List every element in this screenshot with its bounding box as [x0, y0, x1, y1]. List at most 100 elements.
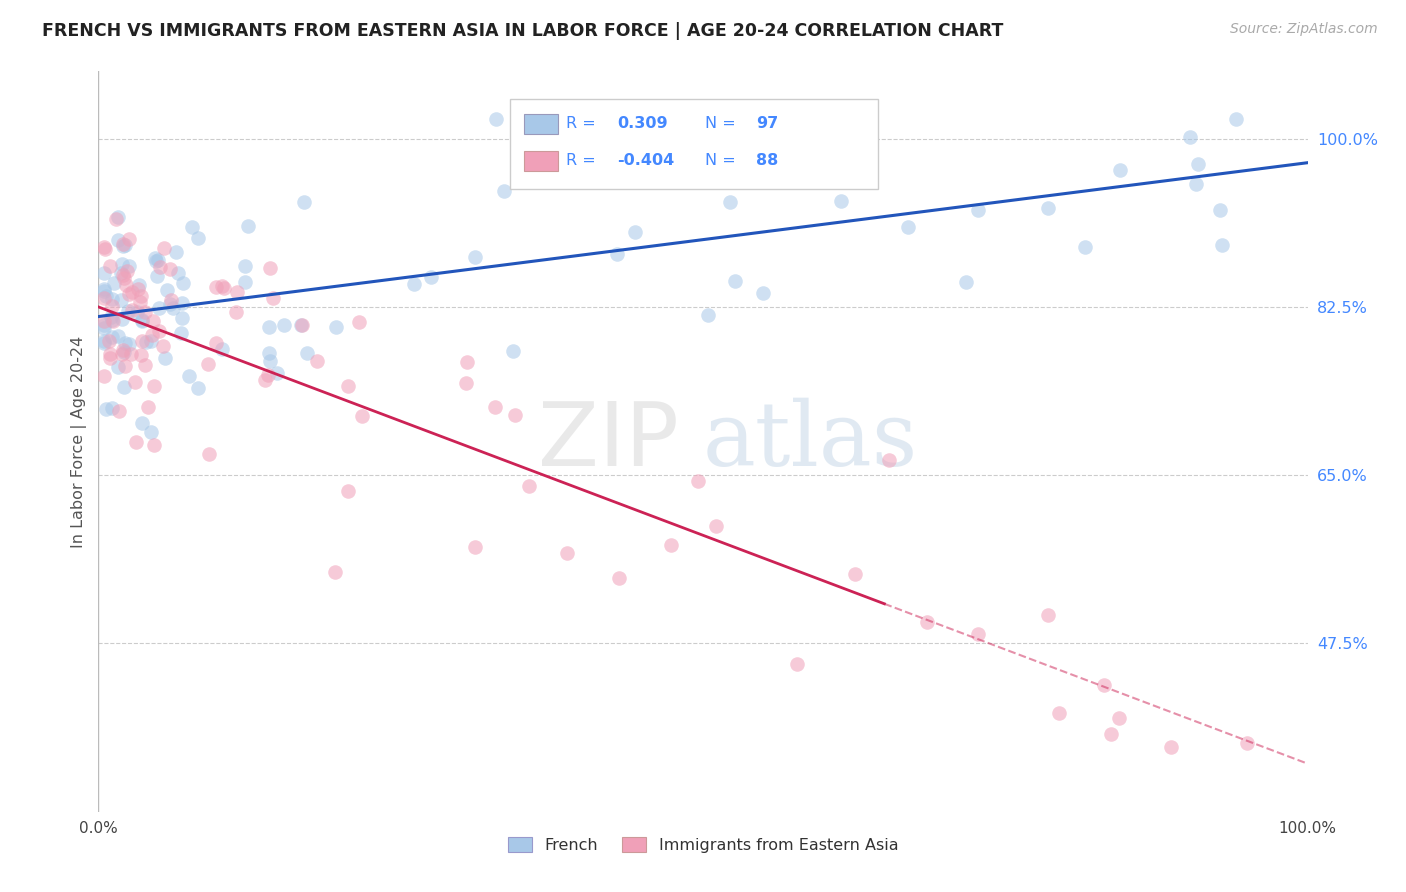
Text: Source: ZipAtlas.com: Source: ZipAtlas.com — [1230, 22, 1378, 37]
FancyBboxPatch shape — [509, 99, 879, 189]
Point — [118, 232, 141, 246]
Point — [464, 540, 486, 554]
Point — [724, 274, 747, 288]
Point — [212, 281, 235, 295]
Legend: French, Immigrants from Eastern Asia: French, Immigrants from Eastern Asia — [502, 830, 904, 859]
Point — [844, 567, 866, 582]
Point — [290, 318, 312, 333]
Point — [112, 238, 135, 252]
Point — [897, 220, 920, 235]
Y-axis label: In Labor Force | Age 20-24: In Labor Force | Age 20-24 — [72, 335, 87, 548]
Point — [659, 538, 682, 552]
Point — [104, 211, 127, 226]
Point — [1187, 157, 1209, 171]
Point — [142, 314, 165, 328]
Point — [143, 251, 166, 265]
Text: 97: 97 — [756, 116, 779, 131]
Point — [336, 484, 359, 499]
Point — [93, 291, 115, 305]
Point — [704, 519, 727, 533]
Point — [1073, 240, 1095, 254]
Point — [101, 330, 124, 344]
Point — [205, 336, 228, 351]
Point — [257, 320, 280, 334]
Point — [169, 326, 191, 340]
Point — [93, 318, 115, 332]
Point — [148, 324, 170, 338]
Point — [165, 245, 187, 260]
Point — [337, 378, 360, 392]
Point — [170, 295, 193, 310]
Point — [253, 373, 276, 387]
Point — [117, 303, 139, 318]
Point — [162, 301, 184, 315]
Point — [121, 303, 143, 318]
Point — [98, 259, 121, 273]
Point — [259, 260, 281, 275]
Text: FRENCH VS IMMIGRANTS FROM EASTERN ASIA IN LABOR FORCE | AGE 20-24 CORRELATION CH: FRENCH VS IMMIGRANTS FROM EASTERN ASIA I… — [42, 22, 1004, 40]
Point — [557, 546, 579, 560]
Text: 88: 88 — [756, 153, 779, 168]
Point — [225, 304, 247, 318]
Point — [93, 321, 115, 335]
Point — [204, 279, 226, 293]
Point — [100, 292, 122, 306]
Point — [172, 310, 194, 325]
Point — [135, 335, 157, 350]
Point — [117, 336, 139, 351]
Point — [1108, 711, 1130, 725]
Point — [347, 315, 370, 329]
Point — [98, 334, 121, 349]
Point — [127, 305, 149, 319]
Point — [502, 343, 524, 358]
Text: R =: R = — [567, 116, 602, 131]
Point — [110, 293, 132, 307]
Point — [198, 448, 221, 462]
Point — [1236, 736, 1258, 750]
Point — [1092, 678, 1115, 692]
Point — [752, 286, 775, 301]
Point — [127, 282, 149, 296]
Point — [94, 402, 117, 417]
Point — [139, 334, 162, 348]
Point — [110, 266, 132, 280]
Point — [112, 270, 135, 285]
Point — [606, 247, 628, 261]
Point — [1178, 129, 1201, 144]
Text: ZIP: ZIP — [538, 398, 679, 485]
Point — [211, 342, 233, 356]
Point — [236, 219, 259, 234]
Point — [323, 566, 346, 580]
Point — [456, 355, 478, 369]
Point — [148, 301, 170, 316]
Point — [114, 278, 136, 293]
Point — [166, 266, 188, 280]
Point — [155, 351, 177, 366]
Point — [1160, 739, 1182, 754]
Point — [420, 270, 443, 285]
Point — [131, 314, 153, 328]
Point — [485, 112, 508, 127]
Point — [141, 327, 163, 342]
Point — [93, 282, 115, 296]
Point — [124, 376, 146, 390]
Point — [197, 357, 219, 371]
Point — [101, 312, 124, 326]
Point — [112, 380, 135, 394]
Point — [494, 184, 516, 198]
Point — [101, 299, 124, 313]
Point — [107, 359, 129, 374]
Point — [107, 329, 129, 343]
Point — [172, 276, 194, 290]
Text: atlas: atlas — [703, 398, 918, 485]
Point — [120, 347, 142, 361]
Point — [93, 242, 115, 256]
Point — [1036, 608, 1059, 623]
Point — [93, 284, 115, 298]
Point — [1036, 202, 1059, 216]
Point — [233, 275, 256, 289]
Point — [111, 347, 134, 361]
Point — [1185, 177, 1208, 191]
Point — [718, 195, 741, 210]
Point — [177, 369, 200, 384]
